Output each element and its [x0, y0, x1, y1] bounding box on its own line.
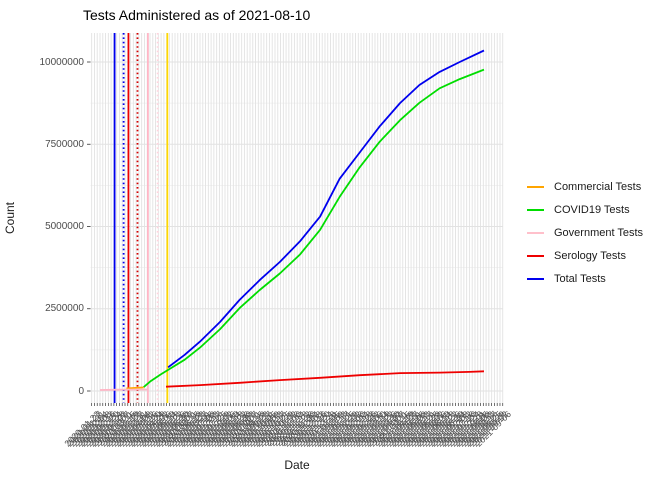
legend-key-line [527, 277, 544, 280]
legend-item: COVID19 Tests [513, 198, 643, 221]
series-line-total-tests [167, 49, 485, 369]
series-line-government-tests [99, 388, 149, 391]
series-line-commercial-tests [126, 386, 144, 390]
legend-item: Serology Tests [513, 244, 643, 267]
legend-label: Commercial Tests [554, 180, 642, 193]
y-tick-label: 2500000 [45, 303, 84, 315]
legend-item: Government Tests [513, 221, 643, 244]
legend-key-line [527, 185, 544, 188]
legend-key-line [527, 208, 544, 211]
legend-label: Total Tests [554, 272, 606, 285]
chart-title: Tests Administered as of 2021-08-10 [83, 7, 311, 23]
series-line-covid19-tests [143, 68, 485, 388]
legend-label: Serology Tests [554, 249, 626, 262]
legend: Commercial Tests COVID19 Tests Government … [513, 175, 643, 290]
y-tick-label: 7500000 [45, 138, 84, 150]
legend-key-line [527, 231, 544, 234]
legend-item: Total Tests [513, 267, 643, 290]
y-tick-label: 10000000 [39, 56, 85, 68]
legend-label: COVID19 Tests [554, 203, 630, 216]
legend-item: Commercial Tests [513, 175, 643, 198]
series-line-serology-tests [165, 370, 485, 388]
y-tick-label: 0 [78, 385, 84, 397]
y-tick-label: 5000000 [45, 221, 84, 232]
legend-label: Government Tests [554, 226, 644, 239]
x-axis-title: Date [284, 458, 310, 472]
y-axis-title: Count [3, 201, 17, 235]
legend-key-line [527, 254, 544, 257]
